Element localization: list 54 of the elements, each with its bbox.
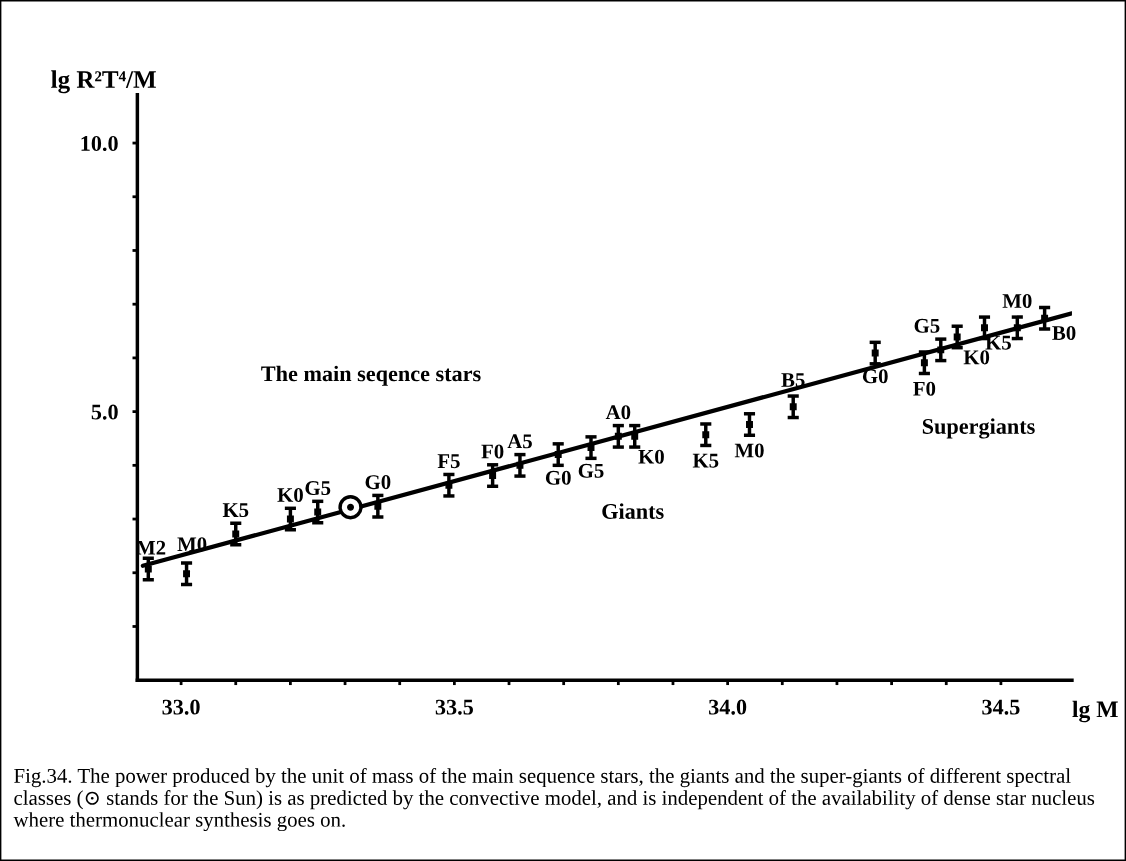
data-label: K5 xyxy=(692,453,719,468)
data-label: G0 xyxy=(545,470,571,485)
y-tick-label: 10.0 xyxy=(81,135,118,152)
point xyxy=(183,570,191,578)
data-label: K0 xyxy=(638,449,664,464)
data-label: B0 xyxy=(1052,325,1076,341)
data-label: G5 xyxy=(578,463,604,478)
point xyxy=(631,432,639,440)
data-label: F0 xyxy=(913,381,936,396)
x-tick-label: 34.0 xyxy=(709,699,747,715)
y-tick-label: 5.0 xyxy=(91,404,118,420)
caption: Fig.34. The power produced by the unit of mass of the main sequence stars, the giants and the super-giants of different spectral classes (⊙ stands for the Sun) is as predicted by the convective model, and is independent of the availability of dense star nucleus where thermonuclear synthesis goes on. xyxy=(13,768,1095,832)
point xyxy=(232,530,240,538)
data-label: M0 xyxy=(1002,293,1032,309)
point xyxy=(445,481,453,489)
data-label: G0 xyxy=(862,369,888,384)
point xyxy=(981,324,988,332)
annotation: Giants xyxy=(602,503,664,519)
x-tick-label: 33.0 xyxy=(162,699,200,715)
point xyxy=(554,451,562,459)
data-label: F0 xyxy=(481,444,504,459)
point xyxy=(789,403,797,411)
point xyxy=(144,565,152,573)
data-label: A5 xyxy=(507,434,532,449)
data-label: K5 xyxy=(222,503,249,518)
data-label: A0 xyxy=(605,405,631,420)
point xyxy=(614,432,622,440)
point xyxy=(702,431,710,439)
point xyxy=(516,461,524,469)
point xyxy=(587,444,595,452)
data-label: K0 xyxy=(963,350,990,365)
data-label: G5 xyxy=(305,481,331,496)
point xyxy=(920,359,928,367)
data-label: M0 xyxy=(734,443,764,458)
data-label: G5 xyxy=(914,318,940,333)
annotation: Supergiants xyxy=(922,418,1035,439)
data-label: G0 xyxy=(365,475,391,490)
point xyxy=(374,502,382,510)
x-tick-label: 34.5 xyxy=(982,699,1020,715)
x-axis-title: lg M xyxy=(1072,700,1118,723)
x-tick-label: 33.5 xyxy=(435,699,473,715)
point xyxy=(1013,324,1021,332)
point xyxy=(338,495,363,520)
point xyxy=(871,349,879,357)
point xyxy=(953,333,961,341)
data-label: F5 xyxy=(437,454,460,469)
point xyxy=(286,515,294,523)
point xyxy=(489,472,497,480)
point xyxy=(746,421,753,428)
point xyxy=(937,346,945,354)
y-axis-title: lg R²T⁴/M xyxy=(51,70,156,94)
annotation: The main seqence stars xyxy=(261,365,481,386)
data-label: K0 xyxy=(277,487,303,503)
point xyxy=(314,508,322,516)
